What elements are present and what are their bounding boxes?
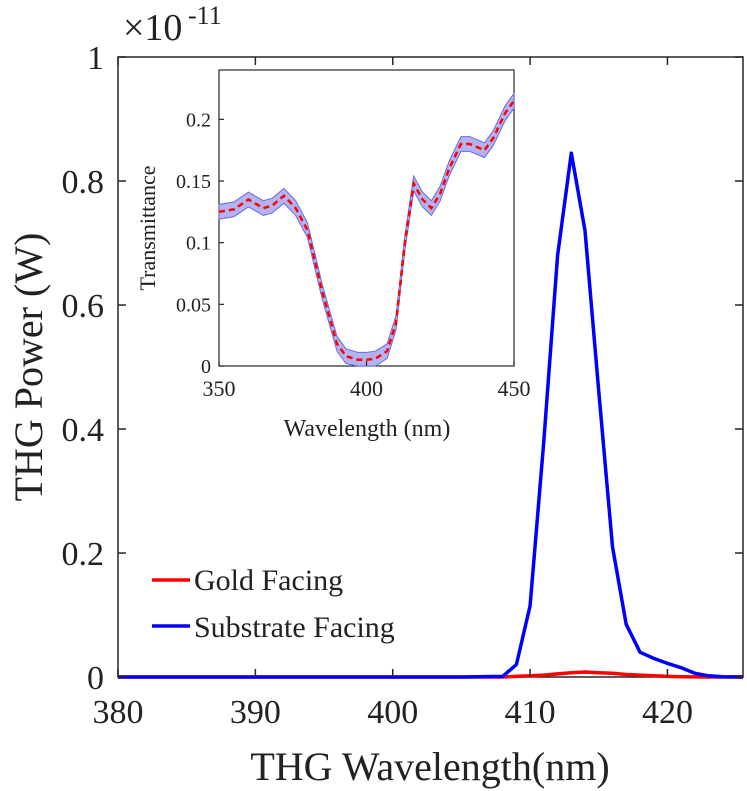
inset-y-tick-label: 0.05 xyxy=(176,294,211,316)
inset-x-tick-label: 400 xyxy=(350,376,383,401)
inset-y-tick-label: 0.1 xyxy=(186,233,211,255)
inset-x-tick-label: 350 xyxy=(203,376,236,401)
y-tick-label: 0.6 xyxy=(62,288,105,325)
x-tick-label: 410 xyxy=(505,694,556,731)
x-tick-label: 380 xyxy=(93,694,144,731)
y-exponent-base: ×10 xyxy=(123,7,182,49)
inset-plot-area xyxy=(218,69,515,367)
inset-y-tick-label: 0.15 xyxy=(176,171,211,193)
y-tick-label: 0 xyxy=(87,660,104,697)
series-line-substrate-facing xyxy=(118,151,744,679)
y-tick-label: 0.2 xyxy=(62,536,105,573)
inset-y-tick-label: 0 xyxy=(201,356,211,378)
x-axis-title: THG Wavelength(nm) xyxy=(250,744,609,789)
inset-y-tick-label: 0.2 xyxy=(186,109,211,131)
x-tick-label: 390 xyxy=(230,694,281,731)
y-tick-label: 0.8 xyxy=(62,164,105,201)
y-axis-title: THG Power (W) xyxy=(6,233,51,502)
x-tick-label: 420 xyxy=(642,694,693,731)
inset-y-axis-title: Transmittance xyxy=(135,165,160,290)
legend-label-substrate: Substrate Facing xyxy=(194,611,395,644)
inset-x-tick-label: 450 xyxy=(498,376,531,401)
legend: Gold Facing Substrate Facing xyxy=(152,564,395,644)
y-exponent-power: -11 xyxy=(188,1,222,30)
inset-x-axis-title: Wavelength (nm) xyxy=(284,416,451,442)
y-tick-label: 1 xyxy=(87,40,104,77)
y-tick-label: 0.4 xyxy=(62,412,105,449)
legend-label-gold: Gold Facing xyxy=(194,564,343,597)
x-tick-label: 400 xyxy=(367,694,418,731)
inset-uncertainty-band xyxy=(218,91,515,367)
